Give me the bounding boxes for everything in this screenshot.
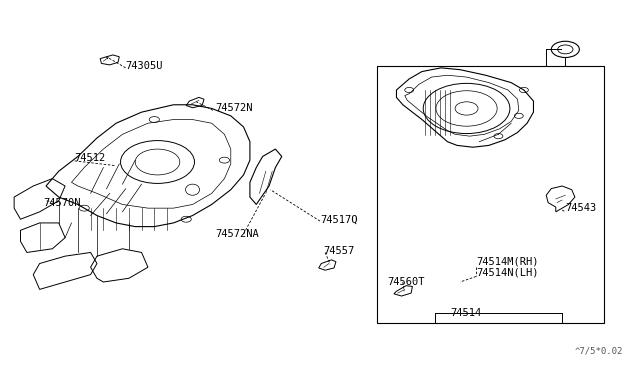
Text: 74543: 74543 bbox=[565, 203, 596, 213]
Text: 74517Q: 74517Q bbox=[320, 214, 358, 224]
Text: 74514M(RH): 74514M(RH) bbox=[476, 257, 539, 267]
Text: 74572NA: 74572NA bbox=[215, 229, 259, 239]
Text: 74512: 74512 bbox=[75, 153, 106, 163]
Text: 74305U: 74305U bbox=[125, 61, 163, 71]
Text: 74514N(LH): 74514N(LH) bbox=[476, 268, 539, 278]
Text: 74557: 74557 bbox=[323, 246, 355, 256]
Text: 74560T: 74560T bbox=[387, 277, 424, 287]
Bar bbox=[378, 66, 604, 323]
Text: 74570N: 74570N bbox=[43, 198, 80, 208]
Text: 74572N: 74572N bbox=[215, 103, 252, 113]
Text: ^7/5*0.02: ^7/5*0.02 bbox=[574, 347, 623, 356]
Text: 74514: 74514 bbox=[451, 308, 482, 318]
